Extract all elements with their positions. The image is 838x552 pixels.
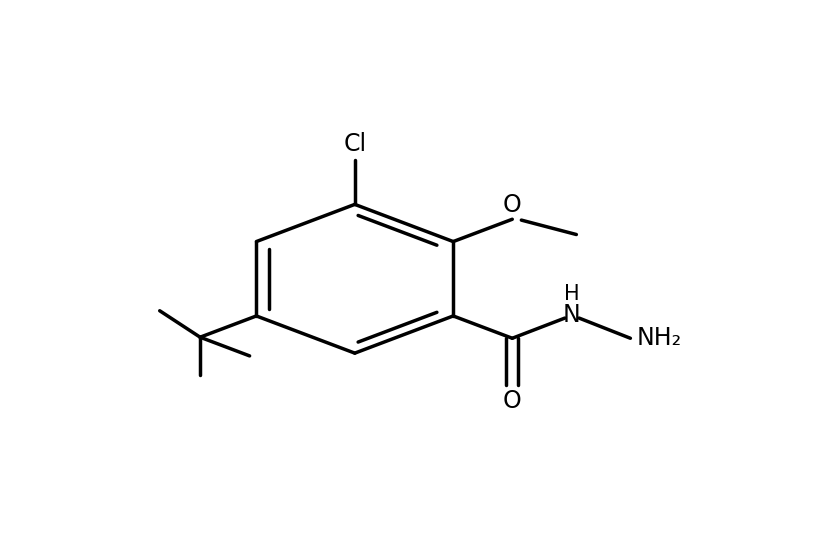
Text: N: N bbox=[562, 303, 580, 327]
Text: Cl: Cl bbox=[344, 132, 366, 156]
Text: H: H bbox=[563, 284, 579, 304]
Text: NH₂: NH₂ bbox=[637, 326, 682, 351]
Text: O: O bbox=[503, 389, 521, 413]
Text: O: O bbox=[503, 193, 521, 217]
